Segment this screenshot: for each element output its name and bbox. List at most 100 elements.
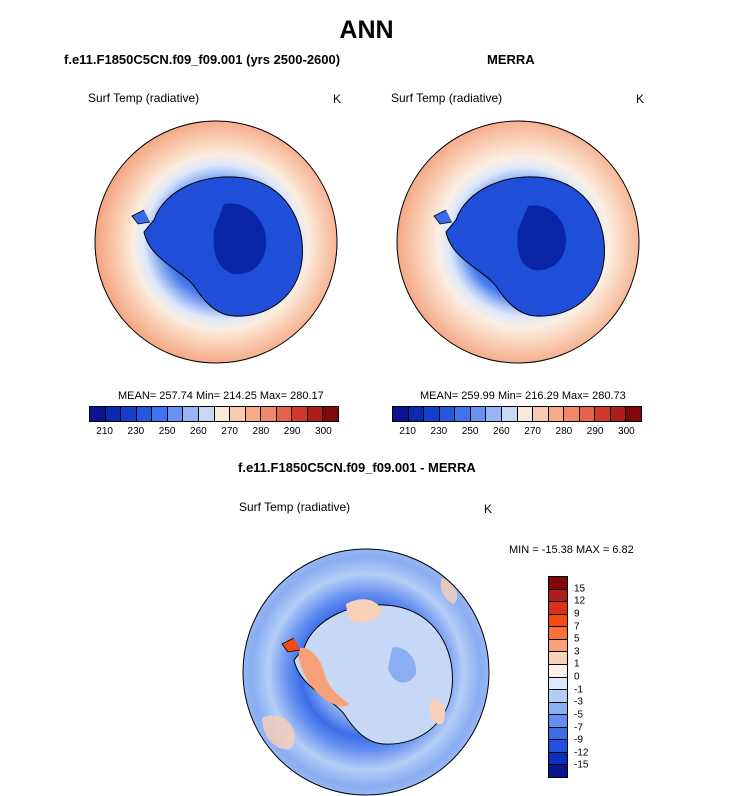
colorbar-swatch — [549, 702, 567, 716]
colorbar-swatch — [549, 614, 567, 628]
colorbar-tick-label: -5 — [574, 709, 583, 721]
colorbar-tick-label: -3 — [574, 696, 583, 708]
obs-stats: MEAN= 259.99 Min= 216.29 Max= 280.73 — [420, 390, 626, 402]
colorbar-tick-label: 7 — [574, 621, 580, 632]
colorbar-tick-label: 260 — [493, 426, 510, 437]
colorbar-tick-label: 0 — [574, 671, 580, 683]
model-colorbar-ticks: 210 230 250 260 270 280 290 300 — [89, 426, 339, 440]
obs-colorbar: 210 230 250 260 270 280 290 300 — [392, 406, 642, 437]
colorbar-swatch — [245, 407, 262, 421]
main-title: ANN — [339, 16, 394, 44]
colorbar-swatch — [549, 690, 567, 703]
colorbar-tick-label: -15 — [574, 759, 589, 771]
model-variable-label: Surf Temp (radiative) — [88, 91, 200, 105]
diff-polar-map — [242, 548, 490, 796]
colorbar-swatch — [626, 407, 641, 421]
obs-panel-title: MERRA — [487, 52, 535, 67]
colorbar-tick-label: -9 — [574, 734, 583, 746]
colorbar-swatch — [167, 407, 184, 421]
model-units-label: K — [333, 92, 342, 106]
colorbar-swatch — [323, 407, 338, 421]
colorbar-swatch — [261, 407, 277, 421]
colorbar-tick-label: 290 — [586, 426, 604, 437]
colorbar-swatch — [90, 407, 106, 421]
colorbar-tick-label: 230 — [430, 426, 448, 437]
colorbar-swatch — [533, 407, 549, 421]
colorbar-tick-label: 250 — [461, 426, 479, 437]
colorbar-tick-label: 260 — [190, 426, 207, 437]
colorbar-swatch — [549, 652, 567, 665]
colorbar-swatch — [564, 407, 580, 421]
colorbar-swatch — [214, 407, 231, 421]
model-polar-map — [94, 120, 338, 364]
colorbar-swatch — [579, 407, 596, 421]
colorbar-tick-label: -12 — [574, 747, 589, 759]
diff-stats: MIN = -15.38 MAX = 6.82 — [509, 544, 634, 556]
colorbar-swatch — [549, 752, 567, 766]
colorbar-swatch — [549, 602, 567, 615]
colorbar-tick-label: 270 — [221, 426, 238, 437]
colorbar-tick-label: 15 — [574, 583, 586, 595]
colorbar-tick-label: 300 — [315, 426, 332, 437]
diff-colorbar: 15 12 9 7 5 3 1 0 -1 -3 -5 -7 -9 -12 -15 — [548, 576, 608, 778]
obs-colorbar-ticks: 210 230 250 260 270 280 290 300 — [392, 426, 642, 440]
colorbar-tick-label: 1 — [574, 658, 580, 670]
colorbar-tick-label: 300 — [618, 426, 635, 437]
colorbar-swatch — [549, 765, 567, 777]
model-stats: MEAN= 257.74 Min= 214.25 Max= 280.17 — [118, 390, 324, 402]
obs-colorbar-swatches — [392, 406, 642, 422]
diff-units-label: K — [484, 502, 493, 516]
colorbar-swatch — [307, 407, 324, 421]
colorbar-swatch — [121, 407, 137, 421]
colorbar-swatch — [230, 407, 246, 421]
diff-panel-title: f.e11.F1850C5CN.f09_f09.001 - MERRA — [238, 460, 476, 475]
colorbar-tick-label: 280 — [252, 426, 270, 437]
obs-units-label: K — [636, 92, 645, 106]
colorbar-tick-label: 210 — [399, 426, 416, 437]
colorbar-swatch — [470, 407, 487, 421]
colorbar-swatch — [455, 407, 471, 421]
colorbar-tick-label: 290 — [283, 426, 301, 437]
colorbar-tick-label: 5 — [574, 633, 580, 645]
colorbar-swatch — [393, 407, 409, 421]
colorbar-swatch — [424, 407, 440, 421]
colorbar-swatch — [439, 407, 456, 421]
colorbar-swatch — [292, 407, 308, 421]
colorbar-tick-label: -7 — [574, 722, 583, 733]
colorbar-swatch — [183, 407, 199, 421]
colorbar-swatch — [517, 407, 534, 421]
colorbar-swatch — [549, 664, 567, 678]
colorbar-tick-label: 3 — [574, 646, 580, 658]
colorbar-swatch — [486, 407, 502, 421]
model-colorbar-swatches — [89, 406, 339, 422]
colorbar-swatch — [136, 407, 153, 421]
colorbar-swatch — [549, 715, 567, 728]
diff-colorbar-ticks: 15 12 9 7 5 3 1 0 -1 -3 -5 -7 -9 -12 -15 — [574, 576, 608, 778]
colorbar-tick-label: 230 — [127, 426, 145, 437]
colorbar-swatch — [276, 407, 293, 421]
colorbar-swatch — [549, 577, 567, 590]
colorbar-swatch — [408, 407, 425, 421]
colorbar-swatch — [549, 677, 567, 691]
colorbar-tick-label: 270 — [524, 426, 541, 437]
model-panel-title: f.e11.F1850C5CN.f09_f09.001 (yrs 2500-26… — [64, 52, 341, 67]
obs-polar-map — [396, 120, 640, 364]
colorbar-swatch — [549, 627, 567, 640]
colorbar-swatch — [549, 740, 567, 753]
colorbar-swatch — [198, 407, 215, 421]
colorbar-tick-label: 210 — [96, 426, 113, 437]
colorbar-swatch — [549, 727, 567, 741]
colorbar-tick-label: -1 — [574, 684, 583, 696]
colorbar-swatch — [549, 589, 567, 603]
diff-variable-label: Surf Temp (radiative) — [239, 500, 351, 514]
colorbar-tick-label: 12 — [574, 595, 586, 607]
colorbar-swatch — [152, 407, 168, 421]
colorbar-swatch — [548, 407, 565, 421]
colorbar-tick-label: 250 — [158, 426, 176, 437]
colorbar-tick-label: 9 — [574, 608, 580, 620]
colorbar-swatch — [501, 407, 518, 421]
colorbar-swatch — [105, 407, 122, 421]
colorbar-tick-label: 280 — [555, 426, 573, 437]
colorbar-swatch — [610, 407, 627, 421]
colorbar-swatch — [549, 639, 567, 653]
